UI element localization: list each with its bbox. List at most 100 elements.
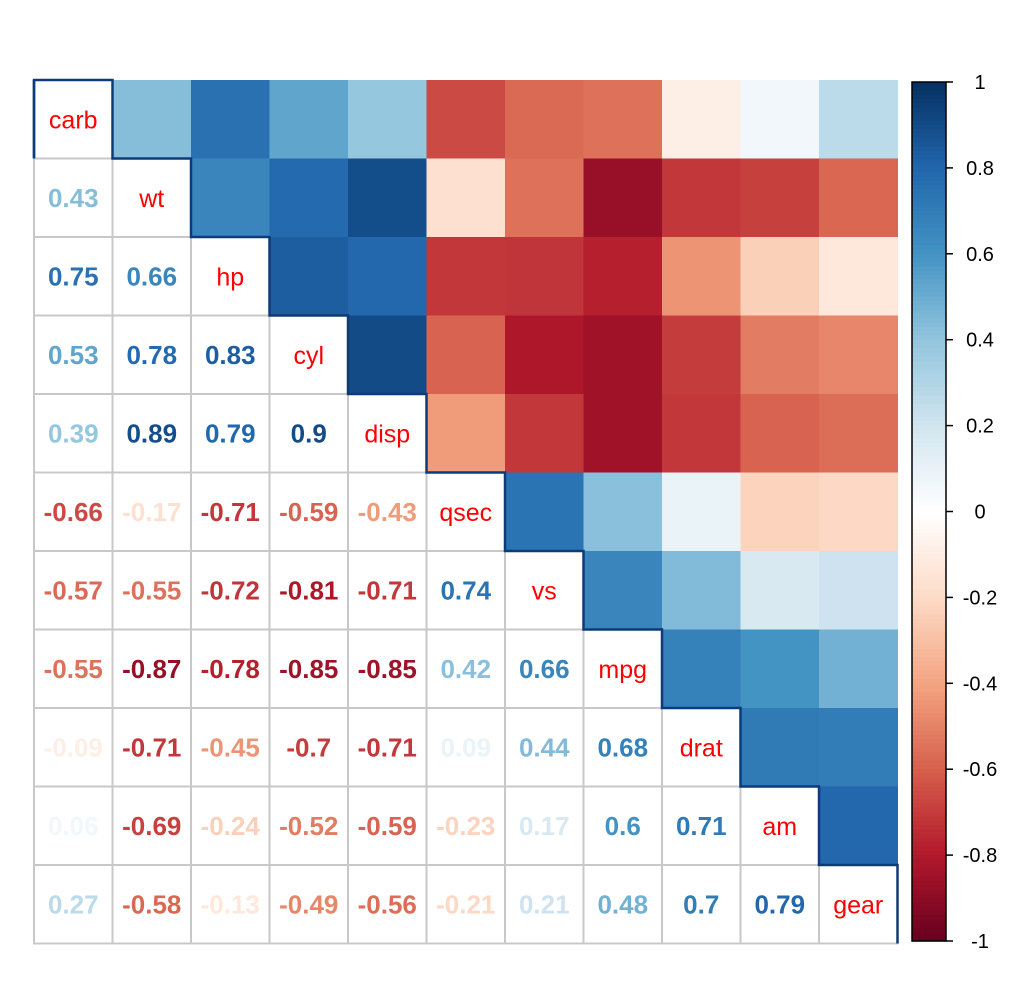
colorbar-tick-label: -0.6 <box>963 759 997 781</box>
coef-label-mpg-disp: -0.85 <box>358 654 417 684</box>
grid-cell-5-5 <box>425 471 506 552</box>
color-square-carb-cyl <box>269 80 349 159</box>
colorbar-band <box>912 159 946 165</box>
colorbar-band <box>912 850 946 856</box>
variable-label-carb: carb <box>49 106 98 134</box>
colorbar-band <box>912 498 946 504</box>
colorbar-band <box>912 421 946 427</box>
color-square-carb-am <box>740 80 820 159</box>
colorbar-band <box>912 898 946 903</box>
color-square-cyl-disp <box>348 315 427 395</box>
colorbar-band <box>912 717 946 723</box>
color-square-carb-mpg <box>583 80 663 159</box>
colorbar-band <box>912 391 946 397</box>
colorbar-band <box>912 356 946 362</box>
colorbar-band <box>912 713 946 719</box>
coef-label-disp-cyl: 0.9 <box>291 418 327 448</box>
grid-cell-10-10 <box>818 864 899 945</box>
colorbar-band <box>912 623 946 629</box>
colorbar-band <box>912 743 946 749</box>
colorbar-band <box>912 283 946 289</box>
colorbar-band <box>912 618 946 624</box>
colorbar-band <box>912 266 946 272</box>
colorbar-band <box>912 361 946 367</box>
variable-label-am: am <box>762 813 797 841</box>
color-square-carb-wt <box>112 80 192 159</box>
colorbar-band <box>912 343 946 349</box>
color-square-wt-qsec <box>426 158 506 238</box>
colorbar-band <box>912 490 946 495</box>
coef-label-gear-qsec: -0.21 <box>436 889 495 919</box>
colorbar-band <box>912 236 946 242</box>
colorbar-band <box>912 90 946 96</box>
colorbar-band <box>912 867 946 873</box>
colorbar-band <box>912 726 946 732</box>
colorbar-tick-label: -0.2 <box>963 587 997 609</box>
colorbar-band <box>912 605 946 611</box>
colorbar-tick-label: 1 <box>974 72 985 94</box>
colorbar-band <box>912 485 946 491</box>
colorbar-band <box>912 219 946 225</box>
diagonal-outline-path <box>32 78 899 944</box>
colorbar: 1 0.8 0.6 0.4 0.2 0 -0.2 -0.4 -0.6 -0.8 -1 <box>911 72 997 953</box>
coef-label-disp-hp: 0.79 <box>205 418 256 448</box>
colorbar-band <box>912 575 946 581</box>
colorbar-band <box>912 923 946 929</box>
colorbar-band <box>912 855 946 860</box>
coef-label-vs-hp: -0.72 <box>201 575 260 605</box>
colorbar-band <box>912 928 946 934</box>
color-square-wt-cyl <box>269 158 349 238</box>
color-square-hp-drat <box>662 237 741 316</box>
colorbar-band <box>912 666 946 672</box>
colorbar-band <box>912 794 946 800</box>
color-square-wt-am <box>740 158 820 238</box>
colorbar-band <box>912 889 946 895</box>
colorbar-band <box>912 777 946 783</box>
colorbar-band <box>912 812 946 818</box>
color-square-qsec-gear <box>819 472 898 552</box>
colorbar-band <box>912 537 946 543</box>
coef-label-qsec-cyl: -0.59 <box>279 497 338 527</box>
coef-label-drat-vs: 0.44 <box>519 732 570 762</box>
coef-label-am-vs: 0.17 <box>519 811 570 841</box>
coef-label-disp-carb: 0.39 <box>48 418 99 448</box>
color-square-drat-gear <box>819 708 898 787</box>
colorbar-band <box>912 807 946 813</box>
colorbar-band <box>912 511 946 517</box>
coef-label-mpg-cyl: -0.85 <box>279 654 338 684</box>
grid-cell-6-0 <box>33 550 114 631</box>
coef-label-mpg-wt: -0.87 <box>122 654 181 684</box>
colorbar-band <box>912 614 946 620</box>
colorbar-band <box>912 189 946 195</box>
colorbar-band <box>912 580 946 586</box>
colorbar-band <box>912 417 946 422</box>
colorbar-band <box>912 756 946 762</box>
color-square-wt-mpg <box>583 158 663 238</box>
colorbar-band <box>912 730 946 736</box>
colorbar-band <box>912 502 946 508</box>
grid-cell-8-8 <box>661 707 742 788</box>
colorbar-band <box>912 709 946 714</box>
colorbar-band <box>912 142 946 148</box>
colorbar-band <box>912 627 946 633</box>
color-square-disp-mpg <box>583 394 663 473</box>
variable-label-gear: gear <box>833 891 883 919</box>
colorbar-band <box>912 442 946 448</box>
colorbar-band <box>912 172 946 178</box>
colorbar-band <box>912 919 946 925</box>
colorbar-band <box>912 674 946 680</box>
grid-cell-6-1 <box>111 550 192 631</box>
coef-label-qsec-hp: -0.71 <box>201 497 260 527</box>
coef-label-am-hp: -0.24 <box>201 811 261 841</box>
variable-label-drat: drat <box>680 734 723 762</box>
colorbar-band <box>912 481 946 487</box>
colorbar-band <box>912 825 946 830</box>
colorbar-band <box>912 816 946 822</box>
coef-label-gear-disp: -0.56 <box>358 889 417 919</box>
colorbar-band <box>912 734 946 740</box>
coef-label-qsec-wt: -0.17 <box>122 497 181 527</box>
color-square-qsec-mpg <box>583 472 663 552</box>
color-square-hp-am <box>740 237 820 316</box>
colorbar-band <box>912 86 946 92</box>
